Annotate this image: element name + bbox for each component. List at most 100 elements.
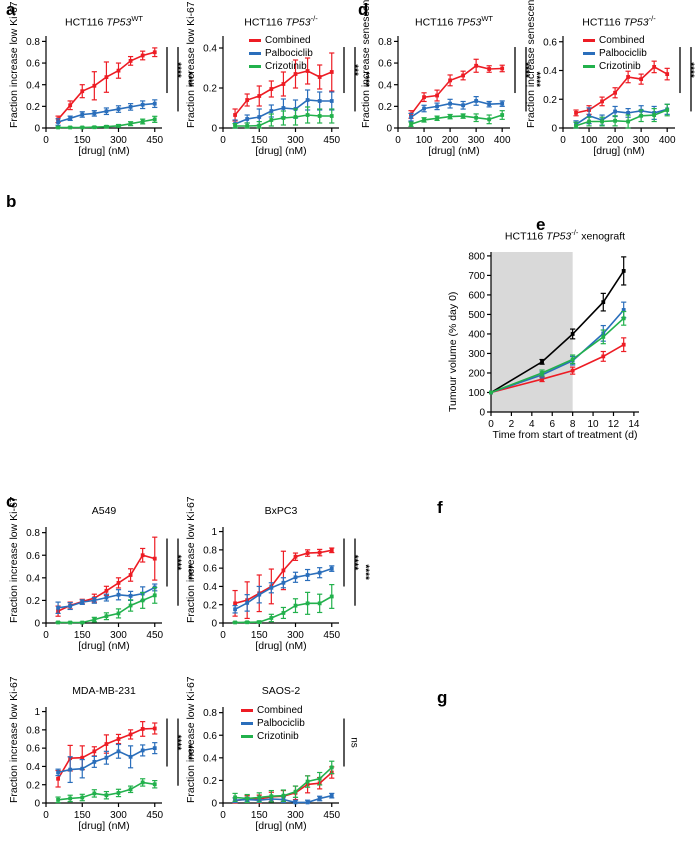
panel-letter-b: b (6, 192, 17, 211)
svg-text:10: 10 (588, 419, 600, 430)
legend-item: Palbociclib (249, 48, 313, 59)
panel-c-chart-saos2: SAOS-2 Fraction increase low Ki-67 [drug] … (183, 676, 399, 837)
svg-text:0.2: 0.2 (203, 84, 217, 95)
svg-text:200: 200 (442, 135, 459, 146)
svg-text:0.2: 0.2 (26, 780, 40, 791)
legend-swatch (249, 52, 261, 55)
legend-swatch (583, 39, 595, 42)
svg-text:0: 0 (220, 135, 226, 146)
svg-text:450: 450 (146, 630, 163, 641)
legend-swatch (241, 709, 253, 712)
legend-swatch (583, 65, 595, 68)
panel-c-chart-a549: A549 Fraction increase low Ki-67 [drug] (n… (6, 496, 222, 657)
panel-d-chart-tp53ko: HCT116 TP53-/- Fraction increase senescen… (523, 0, 697, 162)
svg-text:0.2: 0.2 (26, 596, 40, 607)
svg-text:0.6: 0.6 (203, 731, 217, 742)
svg-text:0.8: 0.8 (378, 37, 392, 48)
panel-a-chart-tp53wt: HCT116 TP53WT Fraction increase low Ki-67… (6, 1, 222, 162)
svg-text:0: 0 (43, 810, 49, 821)
svg-text:ns: ns (349, 737, 360, 748)
svg-text:0.4: 0.4 (203, 753, 217, 764)
svg-text:300: 300 (287, 630, 304, 641)
x-axis-label: Time from start of treatment (d) (492, 429, 638, 441)
chart-title: SAOS-2 (261, 685, 301, 697)
svg-text:0.4: 0.4 (378, 80, 392, 91)
svg-text:****: **** (349, 555, 360, 571)
svg-text:450: 450 (323, 135, 340, 146)
svg-text:0: 0 (34, 799, 40, 810)
legend-label: Palbociclib (257, 718, 305, 729)
legend-item: Combined (241, 705, 305, 716)
legend-item: Crizotinib (241, 731, 305, 742)
panel-letter-g: g (437, 688, 448, 707)
chart-legend: Combined Palbociclib Crizotinib (249, 35, 313, 74)
svg-text:450: 450 (323, 810, 340, 821)
legend-item: Palbociclib (241, 718, 305, 729)
svg-text:6: 6 (549, 419, 555, 430)
legend-item: Crizotinib (249, 61, 313, 72)
svg-text:300: 300 (633, 135, 650, 146)
legend-swatch (241, 735, 253, 738)
panel-a-chart-tp53ko: HCT116 TP53-/- Fraction increase low Ki-6… (183, 1, 399, 162)
x-axis-label: [drug] (nM) (593, 145, 645, 157)
svg-text:100: 100 (468, 388, 485, 399)
svg-text:0: 0 (220, 630, 226, 641)
x-axis-label: [drug] (nM) (255, 145, 307, 157)
legend-item: Combined (249, 35, 313, 46)
legend-swatch (249, 65, 261, 68)
chart-legend: Combined Palbociclib Crizotinib (241, 705, 305, 744)
svg-text:400: 400 (494, 135, 511, 146)
svg-text:100: 100 (416, 135, 433, 146)
svg-text:****: **** (183, 744, 194, 760)
legend-label: Combined (257, 705, 303, 716)
svg-text:0: 0 (220, 810, 226, 821)
x-axis-label: [drug] (nM) (78, 640, 130, 652)
legend-label: Combined (265, 35, 311, 46)
svg-text:300: 300 (468, 135, 485, 146)
chart-title: A549 (91, 505, 117, 517)
svg-text:300: 300 (110, 630, 127, 641)
chart-title: HCT116 TP53WT (414, 14, 494, 29)
svg-text:0.4: 0.4 (203, 582, 217, 593)
svg-text:400: 400 (468, 330, 485, 341)
panel-c-chart-bxpc3: BxPC3 Fraction increase low Ki-67 [drug] (… (183, 496, 399, 657)
svg-text:0.4: 0.4 (543, 66, 557, 77)
svg-text:0.2: 0.2 (203, 776, 217, 787)
svg-text:0: 0 (560, 135, 566, 146)
svg-text:0: 0 (43, 135, 49, 146)
svg-text:400: 400 (659, 135, 676, 146)
svg-text:****: **** (183, 564, 194, 580)
legend-swatch (583, 52, 595, 55)
chart-title: HCT116 TP53-/- xenograft (504, 228, 626, 243)
svg-text:0: 0 (211, 619, 217, 630)
svg-text:0: 0 (395, 135, 401, 146)
panel-letter-c: c (6, 492, 16, 511)
x-axis-label: [drug] (nM) (428, 145, 480, 157)
svg-text:0.8: 0.8 (26, 37, 40, 48)
svg-text:****: **** (360, 564, 371, 580)
svg-text:12: 12 (608, 419, 620, 430)
svg-text:****: **** (183, 71, 194, 87)
legend-item: Combined (583, 35, 647, 46)
svg-text:****: **** (685, 62, 696, 78)
panel-letter-a: a (6, 0, 16, 19)
svg-text:150: 150 (74, 630, 91, 641)
legend-label: Crizotinib (265, 61, 307, 72)
x-axis-label: [drug] (nM) (78, 145, 130, 157)
chart-title: BxPC3 (264, 505, 298, 517)
legend-item: Palbociclib (583, 48, 647, 59)
svg-text:0.6: 0.6 (26, 744, 40, 755)
svg-text:****: **** (520, 62, 531, 78)
svg-text:0.8: 0.8 (26, 528, 40, 539)
svg-text:0.6: 0.6 (203, 564, 217, 575)
x-axis-label: [drug] (nM) (255, 820, 307, 832)
legend-label: Crizotinib (257, 731, 299, 742)
svg-text:****: **** (172, 555, 183, 571)
panel-e-xenograft-chart: HCT116 TP53-/- xenograft Tumour volume (%… (445, 228, 697, 446)
svg-text:****: **** (172, 62, 183, 78)
svg-text:0.6: 0.6 (378, 59, 392, 70)
svg-text:4: 4 (529, 419, 535, 430)
svg-text:0.8: 0.8 (203, 708, 217, 719)
svg-text:700: 700 (468, 271, 485, 282)
svg-text:0.8: 0.8 (26, 725, 40, 736)
